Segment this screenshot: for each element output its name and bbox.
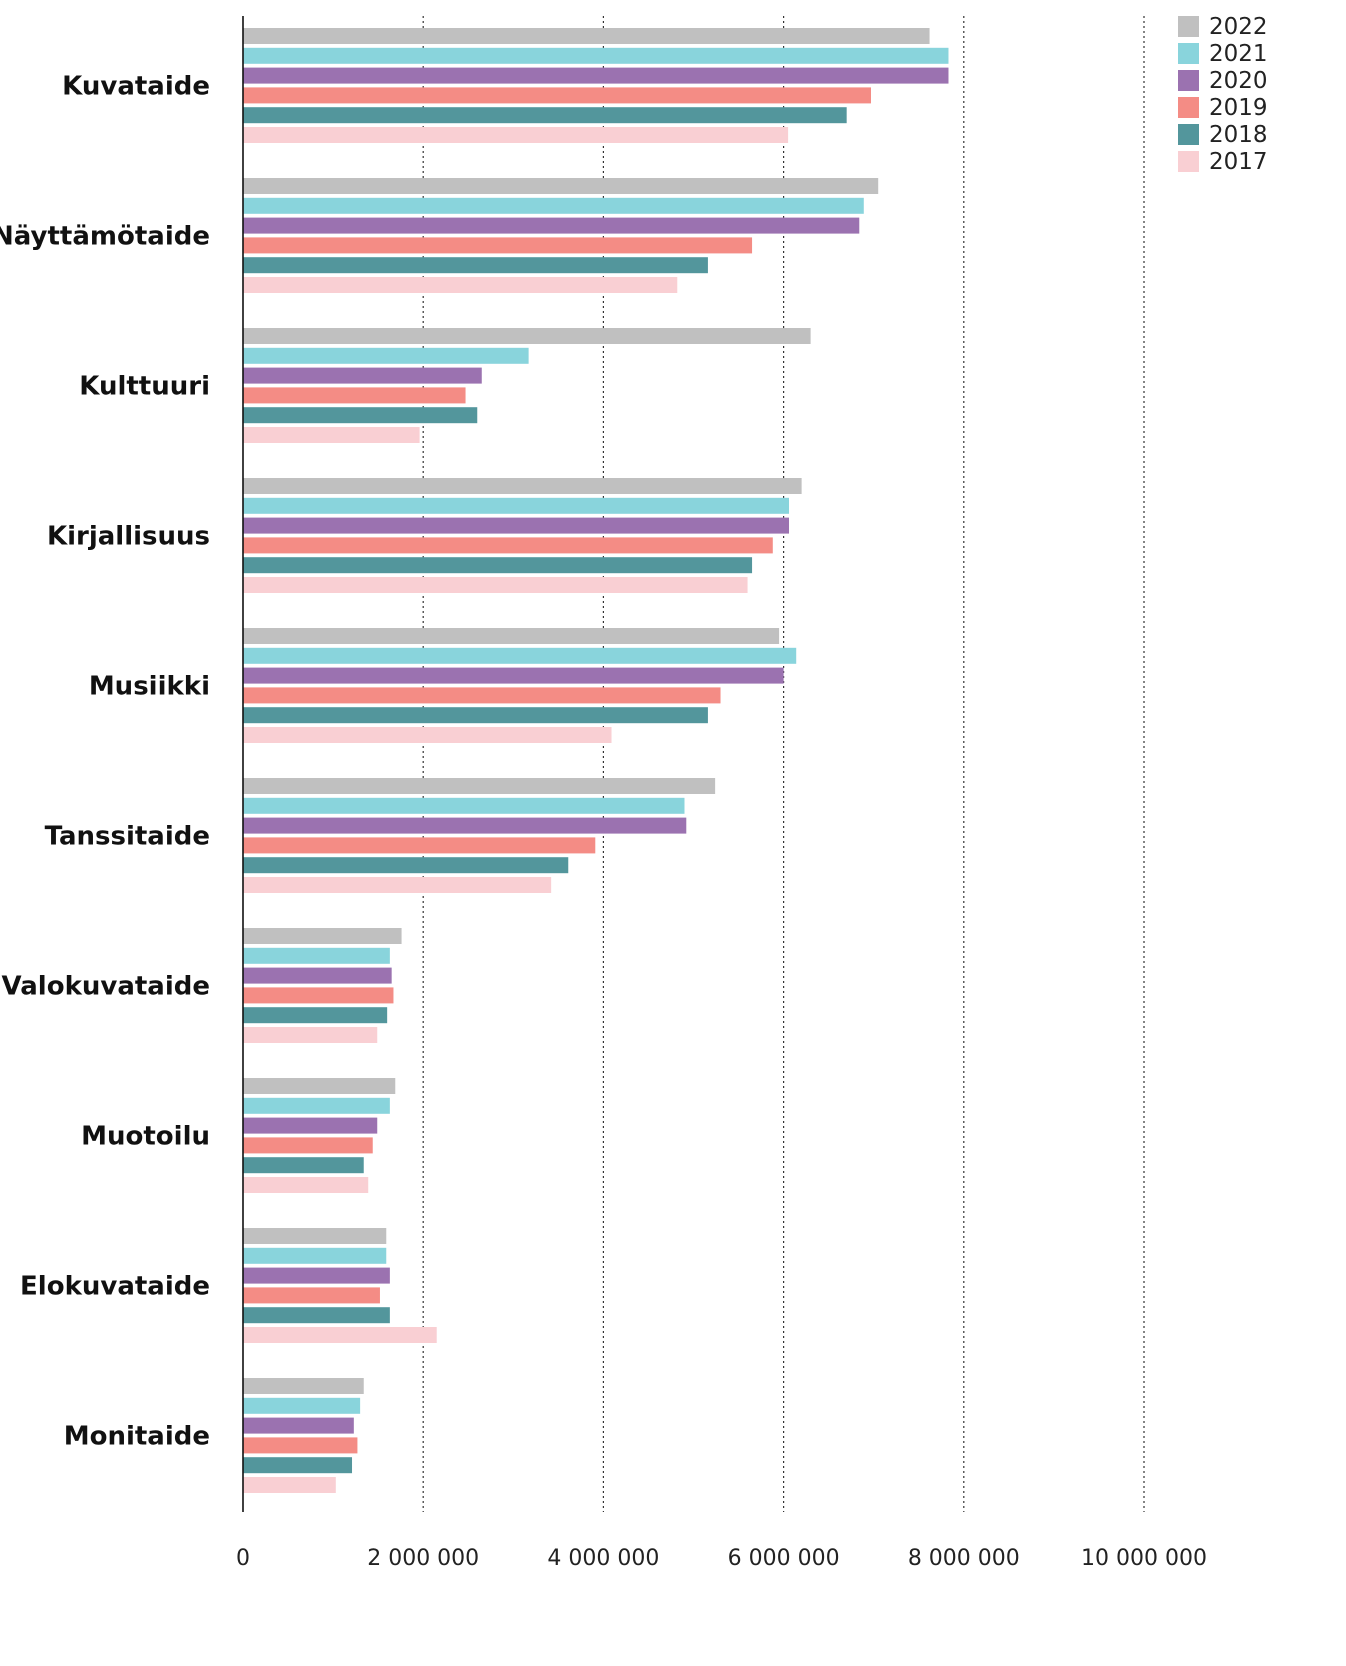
x-tick-label: 0 bbox=[236, 1546, 250, 1571]
bar-näyttämötaide-2021 bbox=[243, 197, 864, 214]
legend-label: 2022 bbox=[1209, 14, 1268, 40]
bar-muotoilu-2017 bbox=[243, 1177, 369, 1193]
legend-swatch-2019 bbox=[1178, 97, 1199, 118]
category-label: Kulttuuri bbox=[79, 372, 210, 402]
bar-musiikki-2017 bbox=[243, 727, 612, 743]
bar-tanssitaide-2020 bbox=[243, 817, 687, 834]
legend-swatch-2018 bbox=[1178, 124, 1199, 145]
bar-musiikki-2018 bbox=[243, 707, 708, 724]
bar-kuvataide-2019 bbox=[243, 87, 871, 104]
bar-valokuvataide-2019 bbox=[243, 987, 394, 1004]
bar-kuvataide-2018 bbox=[243, 107, 847, 124]
bars bbox=[243, 28, 949, 1493]
bar-elokuvataide-2021 bbox=[243, 1247, 387, 1264]
bar-elokuvataide-2017 bbox=[243, 1327, 437, 1343]
x-tick-label: 2 000 000 bbox=[367, 1546, 479, 1571]
legend-label: 2021 bbox=[1209, 41, 1268, 67]
x-tick-labels: 0 2 000 000 4 000 000 6 000 000 8 000 000 10 … bbox=[236, 1546, 1207, 1571]
bar-kuvataide-2017 bbox=[243, 127, 789, 143]
bar-valokuvataide-2020 bbox=[243, 967, 392, 984]
bar-chart: Kuvataide Näyttämötaide Kulttuuri Kirjallis… bbox=[0, 14, 1268, 1571]
bar-monitaide-2017 bbox=[243, 1477, 336, 1493]
bar-kuvataide-2021 bbox=[243, 47, 949, 64]
category-label: Kirjallisuus bbox=[47, 522, 210, 552]
bar-muotoilu-2020 bbox=[243, 1117, 378, 1134]
bar-elokuvataide-2022 bbox=[243, 1228, 387, 1244]
bar-kulttuuri-2021 bbox=[243, 347, 529, 364]
bar-monitaide-2021 bbox=[243, 1397, 361, 1414]
bar-näyttämötaide-2020 bbox=[243, 217, 860, 234]
category-label: Näyttämötaide bbox=[0, 222, 210, 252]
bar-musiikki-2020 bbox=[243, 667, 784, 684]
x-tick-label: 4 000 000 bbox=[547, 1546, 659, 1571]
legend-swatch-2020 bbox=[1178, 70, 1199, 91]
bar-näyttämötaide-2018 bbox=[243, 257, 708, 274]
bar-muotoilu-2019 bbox=[243, 1137, 373, 1154]
bar-kulttuuri-2018 bbox=[243, 407, 478, 424]
x-tick-label: 10 000 000 bbox=[1081, 1546, 1207, 1571]
bar-muotoilu-2021 bbox=[243, 1097, 390, 1114]
bar-tanssitaide-2022 bbox=[243, 778, 716, 794]
bar-kulttuuri-2022 bbox=[243, 328, 811, 344]
category-label: Tanssitaide bbox=[45, 822, 210, 852]
legend-label: 2020 bbox=[1209, 68, 1268, 94]
x-tick-label: 8 000 000 bbox=[908, 1546, 1020, 1571]
bar-kulttuuri-2019 bbox=[243, 387, 466, 404]
bar-kirjallisuus-2017 bbox=[243, 577, 748, 593]
bar-muotoilu-2018 bbox=[243, 1157, 364, 1174]
bar-kulttuuri-2020 bbox=[243, 367, 482, 384]
category-label: Musiikki bbox=[89, 672, 210, 702]
category-labels: Kuvataide Näyttämötaide Kulttuuri Kirjallis… bbox=[0, 72, 210, 1452]
bar-elokuvataide-2020 bbox=[243, 1267, 390, 1284]
bar-valokuvataide-2018 bbox=[243, 1007, 388, 1024]
bar-elokuvataide-2019 bbox=[243, 1287, 380, 1304]
bar-tanssitaide-2021 bbox=[243, 797, 685, 814]
bar-musiikki-2019 bbox=[243, 687, 721, 704]
bar-monitaide-2022 bbox=[243, 1378, 364, 1394]
bar-näyttämötaide-2022 bbox=[243, 178, 879, 194]
legend-swatch-2021 bbox=[1178, 43, 1199, 64]
category-label: Monitaide bbox=[64, 1422, 210, 1452]
bar-kuvataide-2022 bbox=[243, 28, 930, 44]
bar-näyttämötaide-2017 bbox=[243, 277, 678, 293]
bar-kirjallisuus-2019 bbox=[243, 537, 773, 554]
bar-kuvataide-2020 bbox=[243, 67, 949, 84]
legend-swatch-2017 bbox=[1178, 151, 1199, 172]
bar-valokuvataide-2021 bbox=[243, 947, 390, 964]
bar-muotoilu-2022 bbox=[243, 1078, 396, 1094]
category-label: Muotoilu bbox=[81, 1122, 210, 1152]
bar-elokuvataide-2018 bbox=[243, 1307, 390, 1324]
grid-lines bbox=[422, 16, 1145, 1512]
category-label: Elokuvataide bbox=[20, 1272, 210, 1302]
legend-label: 2017 bbox=[1209, 149, 1268, 175]
bar-kirjallisuus-2021 bbox=[243, 497, 790, 514]
bar-näyttämötaide-2019 bbox=[243, 237, 753, 254]
legend-label: 2018 bbox=[1209, 122, 1268, 148]
bar-tanssitaide-2018 bbox=[243, 857, 569, 874]
bar-musiikki-2022 bbox=[243, 628, 780, 644]
bar-kirjallisuus-2018 bbox=[243, 557, 753, 574]
bar-kirjallisuus-2022 bbox=[243, 478, 802, 494]
bar-monitaide-2018 bbox=[243, 1457, 353, 1474]
bar-tanssitaide-2017 bbox=[243, 877, 552, 893]
bar-valokuvataide-2022 bbox=[243, 928, 402, 944]
bar-valokuvataide-2017 bbox=[243, 1027, 378, 1043]
bar-musiikki-2021 bbox=[243, 647, 797, 664]
bar-tanssitaide-2019 bbox=[243, 837, 596, 854]
bar-monitaide-2019 bbox=[243, 1437, 358, 1454]
legend-label: 2019 bbox=[1209, 95, 1268, 121]
category-label: Kuvataide bbox=[62, 72, 210, 102]
legend-swatch-2022 bbox=[1178, 16, 1199, 37]
x-tick-label: 6 000 000 bbox=[728, 1546, 840, 1571]
bar-kirjallisuus-2020 bbox=[243, 517, 790, 534]
bar-monitaide-2020 bbox=[243, 1417, 354, 1434]
bar-kulttuuri-2017 bbox=[243, 427, 420, 443]
category-label: Valokuvataide bbox=[2, 972, 210, 1002]
